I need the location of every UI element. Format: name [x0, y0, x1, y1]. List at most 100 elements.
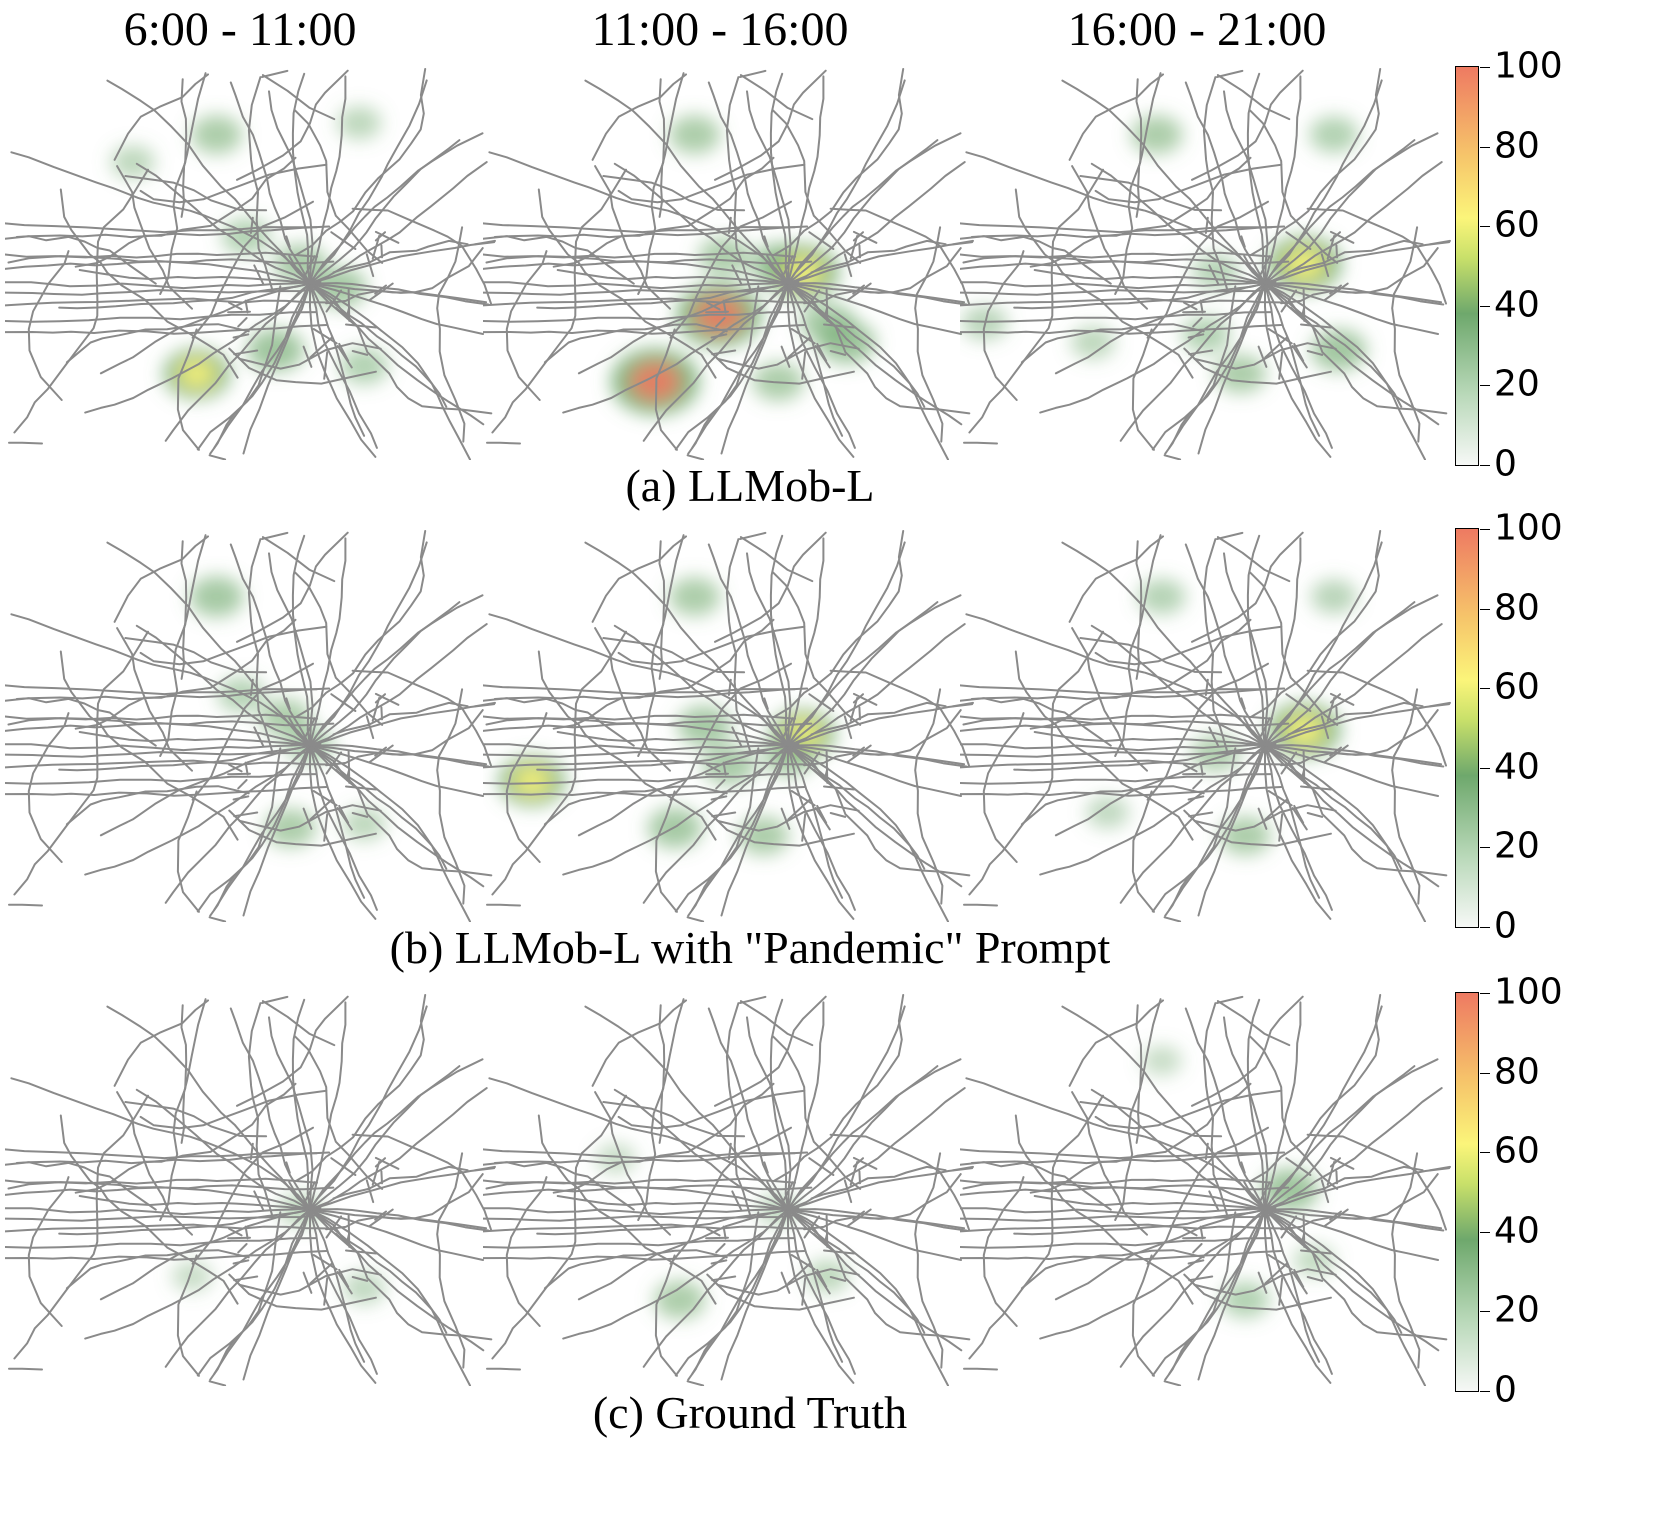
- road: [113, 535, 209, 623]
- road: [1119, 282, 1266, 442]
- heat-blob-core: [178, 359, 216, 388]
- road: [309, 744, 366, 899]
- road: [436, 1152, 466, 1369]
- road: [213, 1208, 311, 1375]
- road: [78, 269, 311, 285]
- road: [960, 1223, 1288, 1233]
- road: [483, 1237, 795, 1249]
- road: [1285, 1157, 1312, 1176]
- road: [808, 231, 835, 250]
- road: [787, 1001, 825, 1211]
- road: [1264, 703, 1451, 747]
- road: [228, 301, 243, 311]
- road: [1131, 328, 1155, 451]
- column-title: 11:00 - 16:00: [591, 3, 849, 56]
- heatmap-panel: [483, 994, 975, 1386]
- road: [1291, 1271, 1308, 1295]
- road: [1114, 78, 1143, 295]
- road: [1183, 763, 1198, 773]
- road: [810, 239, 947, 274]
- road: [1039, 282, 1266, 414]
- road: [288, 1181, 493, 1341]
- heatmap-panel: [483, 68, 975, 460]
- road: [351, 1276, 369, 1282]
- road: [766, 717, 971, 877]
- road: [1264, 744, 1333, 911]
- road: [1168, 282, 1266, 449]
- road: [1264, 537, 1302, 747]
- road: [769, 72, 789, 285]
- road: [1264, 161, 1443, 285]
- road: [285, 235, 291, 248]
- heatmap-svg: [960, 530, 1451, 922]
- road: [706, 347, 855, 385]
- road: [1090, 624, 1266, 747]
- road: [483, 1223, 811, 1233]
- road: [1250, 530, 1382, 718]
- road: [1061, 541, 1266, 747]
- road: [1264, 79, 1383, 285]
- road: [309, 623, 488, 747]
- road: [1320, 715, 1330, 740]
- road: [787, 1208, 844, 1363]
- road: [1264, 241, 1451, 285]
- road: [1191, 995, 1304, 1107]
- road: [801, 1277, 807, 1306]
- road: [1183, 347, 1332, 385]
- road: [1014, 1114, 1194, 1305]
- road: [1278, 351, 1284, 380]
- road: [1291, 345, 1308, 369]
- road: [236, 531, 349, 643]
- heatmap-svg: [960, 994, 1451, 1386]
- road: [1243, 717, 1448, 877]
- road: [710, 1259, 728, 1265]
- road: [584, 541, 789, 747]
- road-network: [5, 530, 496, 922]
- road: [232, 333, 250, 339]
- road: [27, 250, 70, 401]
- road: [556, 1195, 789, 1211]
- road: [1068, 535, 1164, 623]
- road: [5, 1151, 331, 1166]
- road: [691, 282, 789, 449]
- heat-blob: [1309, 116, 1359, 153]
- road: [8, 1367, 43, 1371]
- road: [687, 1208, 789, 1381]
- road: [812, 768, 837, 790]
- road: [1291, 807, 1308, 831]
- road: [1287, 239, 1424, 274]
- road: [336, 1271, 353, 1295]
- road: [1182, 1236, 1206, 1240]
- road: [5, 687, 331, 702]
- road: [674, 285, 760, 451]
- road: [209, 744, 311, 917]
- road: [13, 1094, 149, 1360]
- road: [1264, 1005, 1383, 1211]
- column-title: 16:00 - 21:00: [1067, 3, 1327, 56]
- road: [829, 1276, 847, 1282]
- road: [483, 684, 796, 696]
- road: [773, 994, 905, 1182]
- road: [488, 151, 789, 285]
- road: [714, 531, 827, 643]
- road: [823, 785, 856, 791]
- road: [1164, 282, 1266, 455]
- road: [965, 151, 1266, 285]
- road: [1020, 785, 1205, 826]
- road: [237, 1243, 248, 1254]
- road: [1151, 747, 1237, 913]
- road: [787, 798, 811, 821]
- road: [351, 350, 369, 356]
- road: [488, 1077, 789, 1211]
- heatmap-svg: [5, 68, 496, 460]
- road: [843, 715, 853, 740]
- road: [113, 999, 209, 1087]
- road: [1014, 188, 1194, 379]
- road: [374, 1156, 400, 1170]
- road: [261, 536, 336, 583]
- road: [739, 69, 767, 78]
- heatmap-panel: [5, 68, 497, 460]
- road: [1306, 812, 1324, 818]
- road: [505, 712, 548, 863]
- heat-blob-core: [513, 766, 551, 795]
